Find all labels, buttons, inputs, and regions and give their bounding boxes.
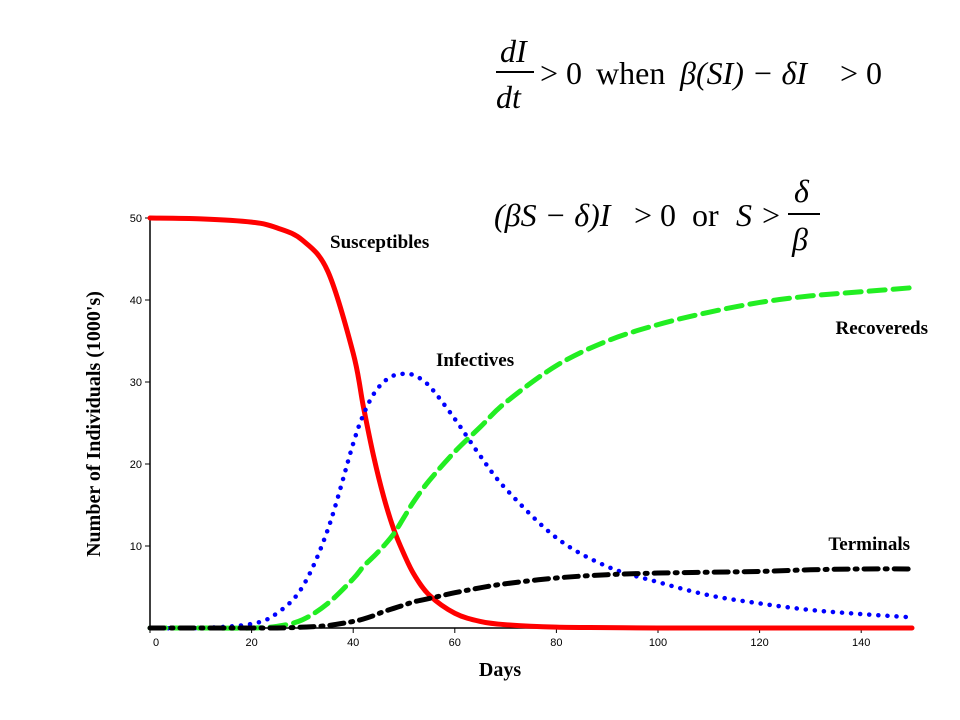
- series-line-susceptibles: [147, 215, 915, 631]
- eq2-numerator: δ: [794, 173, 810, 209]
- eq1-gt-zero: > 0: [540, 55, 582, 91]
- eq1-gt-zero-2: > 0: [840, 55, 882, 91]
- chart-axes: 0 20 40 60 80 100 120 140 10 20 30 40 50: [130, 213, 912, 649]
- y-tick-label: 40: [130, 295, 142, 307]
- curve-label-recovereds: Recovereds: [835, 318, 928, 339]
- x-tick-label: 60: [449, 637, 461, 649]
- x-tick-label: 100: [649, 637, 667, 649]
- equation-2-svg: (βS − δ)I > 0 or S > δ β: [494, 173, 820, 257]
- eq1-word-when: when: [596, 55, 665, 91]
- y-axis-label: Number of Individuals (1000's): [83, 291, 105, 557]
- series-line-infectives: [147, 371, 915, 631]
- series-line-recovereds: [147, 285, 915, 631]
- y-tick-label: 30: [130, 377, 142, 389]
- x-tick-label: 80: [550, 637, 562, 649]
- y-tick-label: 10: [130, 541, 142, 553]
- x-tick-label: 40: [347, 637, 359, 649]
- equation-threshold: (βS − δ)I > 0 or S > δ β: [492, 170, 852, 260]
- y-tick-label: 50: [130, 213, 142, 225]
- eq2-s-gt: S >: [736, 197, 782, 233]
- x-tick-label: 20: [245, 637, 257, 649]
- curve-label-terminals: Terminals: [828, 534, 910, 555]
- x-axis-label: Days: [479, 659, 521, 681]
- x-tick-label: 140: [852, 637, 870, 649]
- eq1-expression: β(SI) − δI: [679, 55, 808, 91]
- curve-label-susceptibles: Susceptibles: [330, 232, 429, 253]
- eq2-denominator: β: [791, 221, 808, 257]
- y-tick-label: 20: [130, 459, 142, 471]
- equation-infection-growth: dI dt > 0 when β(SI) − δI > 0: [492, 28, 912, 118]
- series-line-terminals: [147, 566, 915, 631]
- eq2-expression: (βS − δ)I: [494, 197, 612, 233]
- eq1-denominator: dt: [496, 79, 522, 115]
- eq2-gt-zero: > 0: [634, 197, 676, 233]
- eq1-numerator: dI: [500, 33, 528, 69]
- chart-series-layer: [147, 215, 915, 631]
- chart-labels-layer: Susceptibles Infectives Recovereds Terminal…: [330, 232, 928, 555]
- x-tick-label: 120: [750, 637, 768, 649]
- curve-label-infectives: Infectives: [436, 350, 514, 371]
- eq2-word-or: or: [692, 197, 719, 233]
- x-tick-label: 0: [153, 637, 159, 649]
- equation-1-svg: dI dt > 0 when β(SI) − δI > 0: [496, 33, 882, 115]
